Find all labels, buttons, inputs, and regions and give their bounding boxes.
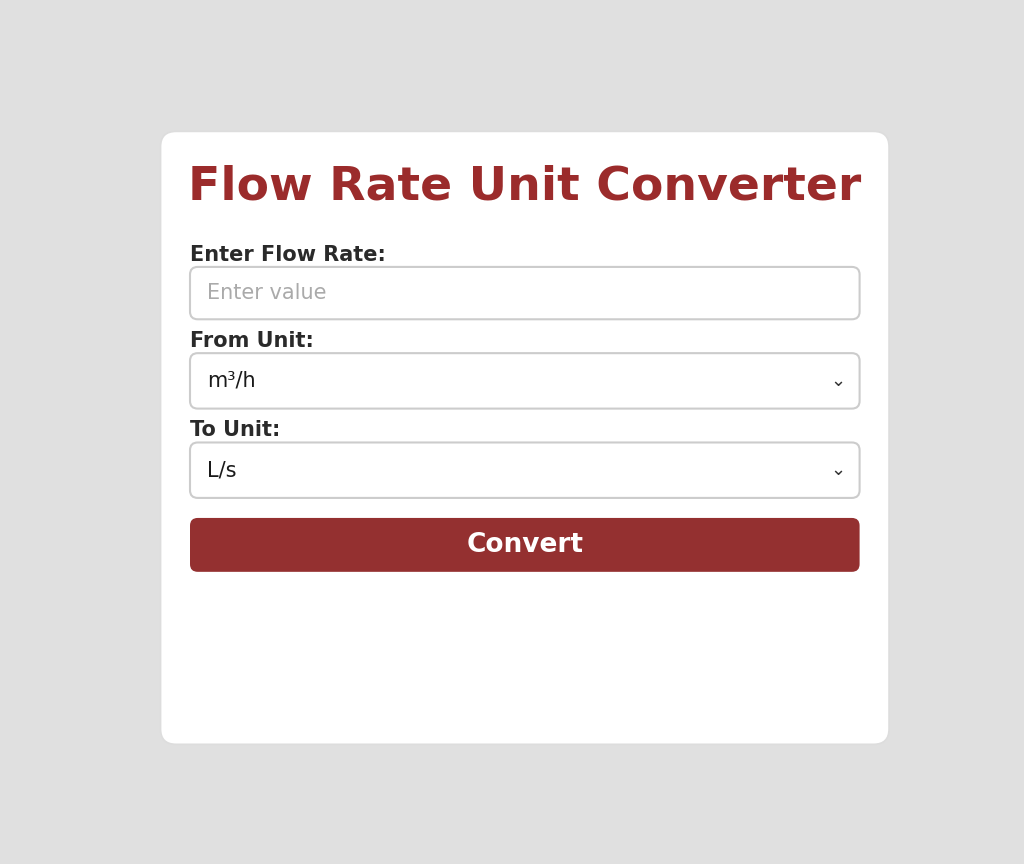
FancyBboxPatch shape (161, 131, 889, 744)
Text: Enter value: Enter value (207, 283, 327, 303)
Text: From Unit:: From Unit: (190, 331, 314, 351)
FancyBboxPatch shape (190, 353, 859, 409)
Text: Enter Flow Rate:: Enter Flow Rate: (190, 245, 386, 264)
Text: To Unit:: To Unit: (190, 420, 281, 440)
FancyBboxPatch shape (190, 518, 859, 572)
Text: ⌄: ⌄ (830, 461, 846, 480)
Text: L/s: L/s (207, 461, 237, 480)
Text: Convert: Convert (466, 532, 584, 558)
Text: Flow Rate Unit Converter: Flow Rate Unit Converter (188, 164, 861, 209)
FancyBboxPatch shape (190, 267, 859, 320)
Text: m³/h: m³/h (207, 371, 256, 391)
FancyBboxPatch shape (190, 442, 859, 498)
Text: ⌄: ⌄ (830, 372, 846, 390)
